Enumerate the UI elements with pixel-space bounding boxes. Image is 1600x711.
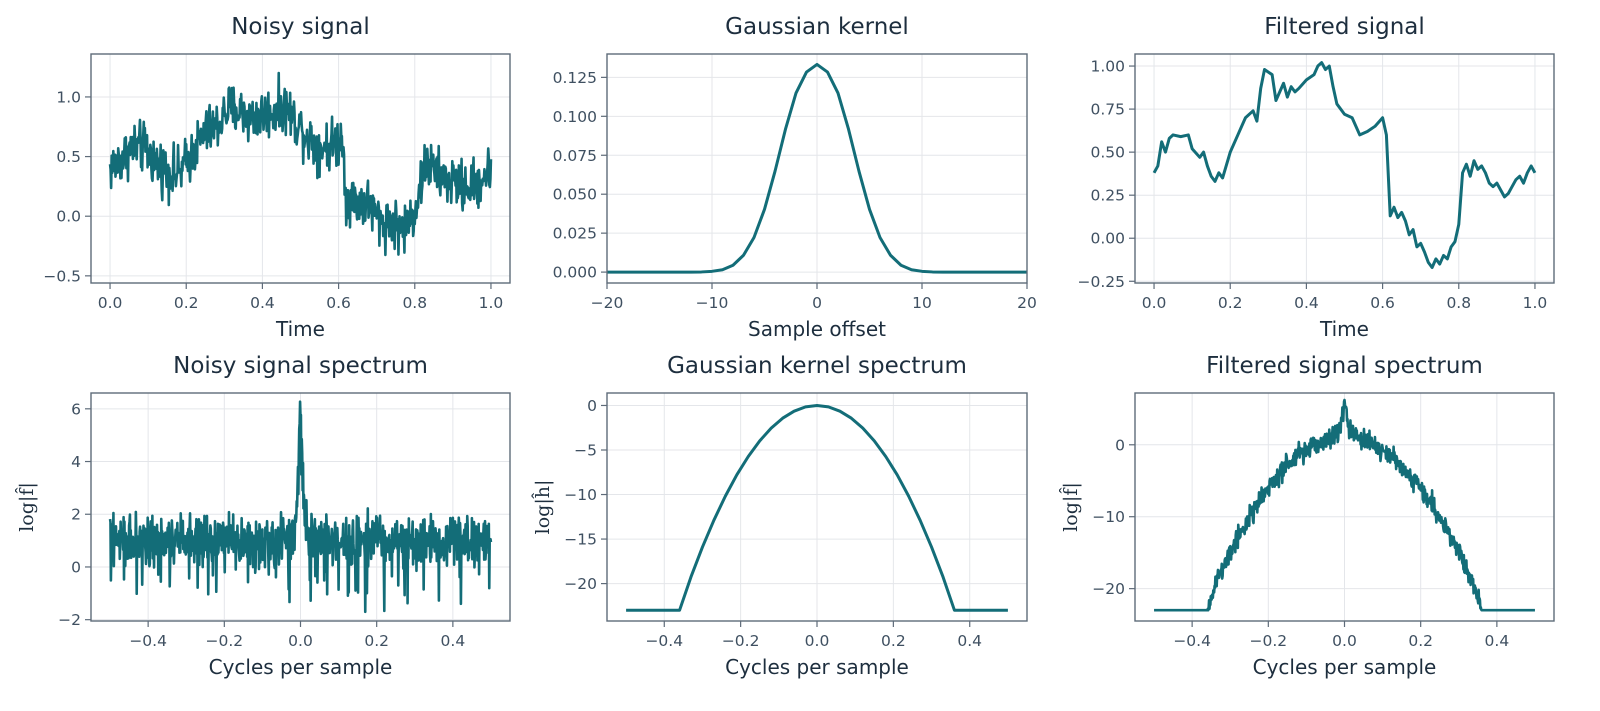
plot-frame (90, 53, 511, 284)
series-line (607, 62, 1027, 274)
y-tick-label: 1.00 (1090, 58, 1125, 76)
y-axis-label: log|f̂| (1059, 482, 1082, 532)
x-axis-label: Cycles per sample (1253, 655, 1437, 679)
panel-filtered-signal: 0.0 0.2 0.4 0.6 0.8 1.0 −0.25 0.00 0.25 0.50 0.75 1… (1078, 14, 1555, 341)
x-tick-label: 10 (912, 294, 932, 312)
panel-title: Gaussian kernel spectrum (667, 353, 967, 379)
x-tick-label: 0.4 (1485, 632, 1510, 650)
x-tick-label: 0.0 (288, 632, 313, 650)
x-axis-label: Cycles per sample (725, 655, 909, 679)
y-tick-label: 0.100 (553, 108, 597, 126)
x-tick-label: 0.4 (250, 294, 275, 312)
y-tick-label: 0.75 (1090, 101, 1125, 119)
y-tick-label: −5 (574, 442, 597, 460)
panel-noisy-signal: 0.0 0.2 0.4 0.6 0.8 1.0 −0.5 0.0 0.5 1.0 Noisy sig… (43, 14, 511, 341)
x-axis-label: Sample offset (748, 317, 886, 341)
x-axis-label: Time (275, 317, 325, 341)
x-tick-label: −0.2 (205, 632, 243, 650)
x-tick-label: −0.2 (1249, 632, 1287, 650)
series-line (1152, 61, 1537, 269)
y-tick-label: −20 (1092, 580, 1125, 598)
x-tick-label: −0.4 (1173, 632, 1211, 650)
y-tick-label: 2 (71, 506, 81, 524)
x-tick-label: −0.4 (129, 632, 167, 650)
y-tick-label: 4 (71, 453, 81, 471)
y-tick-label: 0.050 (553, 186, 597, 204)
y-tick-label: 0 (587, 397, 597, 415)
y-tick-label: 0 (71, 558, 81, 576)
x-tick-label: −10 (696, 294, 729, 312)
y-tick-label: 0.0 (56, 208, 81, 226)
y-tick-label: 0.075 (553, 147, 597, 165)
series-line (108, 71, 493, 257)
y-tick-label: 0.025 (553, 225, 597, 243)
y-tick-label: 0 (1115, 436, 1125, 454)
x-tick-label: 20 (1017, 294, 1037, 312)
panel-title: Gaussian kernel (725, 14, 909, 40)
plot-frame (1134, 53, 1555, 284)
x-tick-label: 0.6 (326, 294, 351, 312)
x-tick-label: −0.2 (722, 632, 760, 650)
x-tick-label: 0.0 (1332, 632, 1357, 650)
y-tick-label: −2 (58, 611, 81, 629)
y-tick-label: −0.25 (1078, 273, 1126, 291)
y-tick-label: 1.0 (56, 88, 81, 106)
panel-title: Noisy signal (231, 14, 370, 40)
y-tick-label: 0.25 (1090, 187, 1125, 205)
panel-title: Filtered signal spectrum (1206, 353, 1483, 379)
x-tick-label: 1.0 (1523, 294, 1548, 312)
series-line (108, 400, 493, 614)
x-tick-label: 0.6 (1370, 294, 1395, 312)
x-tick-label: −0.4 (645, 632, 683, 650)
series-line (626, 403, 1008, 612)
x-tick-label: 0.0 (98, 294, 123, 312)
x-tick-label: 0.2 (881, 632, 906, 650)
y-tick-label: −0.5 (43, 267, 81, 285)
x-tick-label: 0.4 (957, 632, 982, 650)
panel-gaussian-kernel: −20 −10 0 10 20 0.000 0.025 0.050 0.075 0.100 0.12… (553, 14, 1037, 341)
x-tick-label: 0.0 (1142, 294, 1167, 312)
y-tick-label: 0.50 (1090, 144, 1125, 162)
x-tick-label: −20 (591, 294, 624, 312)
y-tick-label: 6 (71, 400, 81, 418)
y-tick-label: 0.00 (1090, 230, 1125, 248)
x-tick-label: 0.2 (174, 294, 199, 312)
x-tick-label: 0.8 (1446, 294, 1471, 312)
y-tick-label: −10 (564, 486, 597, 504)
series-line (1153, 398, 1536, 612)
x-tick-label: 0.4 (441, 632, 466, 650)
y-axis-label: log|f̂| (15, 482, 38, 532)
panel-title: Filtered signal (1264, 14, 1425, 40)
panel-title: Noisy signal spectrum (173, 353, 428, 379)
x-tick-label: 0.4 (1294, 294, 1319, 312)
y-tick-label: 0.5 (56, 148, 81, 166)
panel-kernel-spectrum: −0.4 −0.2 0.0 0.2 0.4 −20 −15 −10 −5 0 Gaussian ke… (531, 353, 1028, 679)
panel-noisy-spectrum: −0.4 −0.2 0.0 0.2 0.4 −2 0 2 4 6 Noisy signal spec… (15, 353, 511, 679)
y-axis-label: log|ĥ| (531, 480, 554, 535)
x-tick-label: 0.8 (402, 294, 427, 312)
x-tick-label: 0.2 (1408, 632, 1433, 650)
x-axis-label: Time (1319, 317, 1369, 341)
x-tick-label: 0.0 (805, 632, 830, 650)
y-tick-label: −10 (1092, 508, 1125, 526)
panel-filtered-spectrum: −0.4 −0.2 0.0 0.2 0.4 −20 −10 0 Filtered signal … (1059, 353, 1555, 679)
x-axis-label: Cycles per sample (209, 655, 393, 679)
y-tick-label: 0.000 (553, 264, 597, 282)
y-tick-label: −20 (564, 575, 597, 593)
x-tick-label: 0.2 (1218, 294, 1243, 312)
y-tick-label: −15 (564, 531, 597, 549)
y-tick-label: 0.125 (553, 69, 597, 87)
x-tick-label: 0.2 (364, 632, 389, 650)
x-tick-label: 1.0 (479, 294, 504, 312)
x-tick-label: 0 (812, 294, 822, 312)
